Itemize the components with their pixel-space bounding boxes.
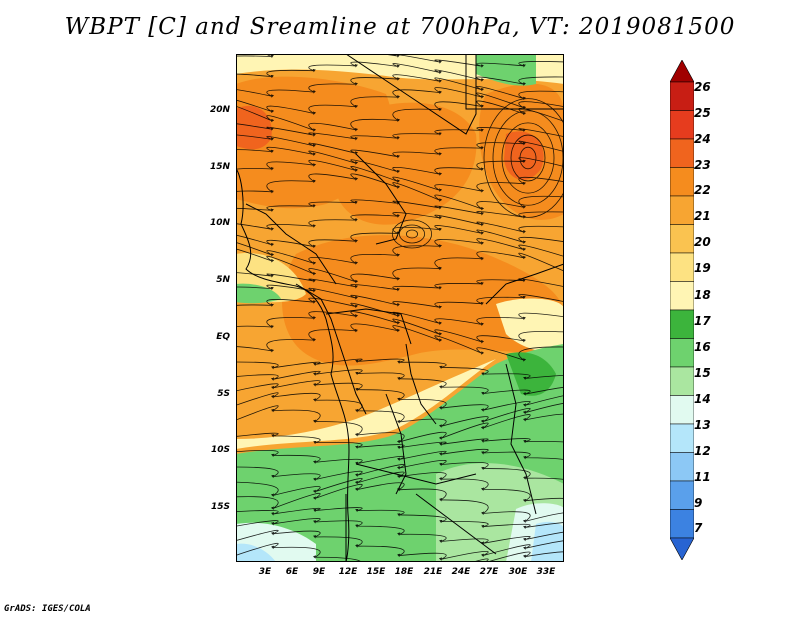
eddy-streamline (391, 219, 432, 249)
streamline (236, 100, 564, 132)
lat-label: 5S (217, 389, 230, 399)
lat-label: 15N (209, 162, 230, 172)
streamline (236, 74, 564, 101)
colorbar-cell (670, 338, 694, 368)
coastline (236, 168, 350, 562)
colorbar-cell (670, 110, 694, 140)
colorbar-label: 19 (694, 261, 711, 275)
colorbar-cell (670, 252, 694, 282)
vortex-streamline (483, 98, 564, 218)
lon-label: 24E (451, 567, 471, 577)
lat-label: 15S (210, 502, 230, 512)
west-green (236, 283, 281, 304)
colorbar-label: 20 (694, 235, 711, 249)
lon-label: 33E (536, 567, 556, 577)
streamline (236, 238, 564, 265)
lon-label: 15E (366, 567, 386, 577)
colorbar (670, 60, 694, 560)
colorbar-cell (670, 138, 694, 168)
colorbar-label: 14 (694, 392, 711, 406)
vortex-streamline (519, 146, 537, 170)
lon-label: 30E (508, 567, 528, 577)
colorbar-label: 9 (694, 496, 703, 510)
colorbar-cell (670, 81, 694, 111)
lon-label: 12E (338, 567, 358, 577)
vortex-streamline (501, 122, 555, 194)
streamline (236, 199, 564, 219)
colorbar-label: 16 (694, 340, 711, 354)
colorbar-label: 26 (694, 80, 711, 94)
map-panel (236, 54, 564, 562)
colorbar-label: 18 (694, 288, 711, 302)
colorbar-cell (670, 537, 694, 560)
lon-label: 18E (394, 567, 414, 577)
colorbar-cell (670, 167, 694, 197)
colorbar-cell (670, 224, 694, 254)
country-boundaries (245, 54, 564, 562)
lon-label: 21E (423, 567, 443, 577)
lat-label: EQ (216, 332, 230, 342)
lon-label: 27E (479, 567, 499, 577)
map-title: WBPT [C] and Sreamline at 700hPa, VT: 20… (64, 14, 736, 40)
southeast-blue (531, 521, 564, 562)
streamline (236, 542, 564, 562)
streamline (236, 358, 564, 381)
colorbar-label: 23 (694, 158, 711, 172)
colorbar-cell (670, 395, 694, 425)
colorbar-cell (670, 480, 694, 510)
colorbar-cell (670, 509, 694, 539)
colorbar-cell (670, 309, 694, 339)
colorbar-label: 21 (694, 209, 711, 223)
vortex-streamline (510, 134, 546, 182)
colorbar-label: 25 (694, 106, 711, 120)
lat-label: 20N (209, 105, 230, 115)
colorbar-cell (670, 452, 694, 482)
map-frame (236, 54, 564, 562)
eddy-streamline (398, 224, 425, 244)
credit-text: GrADS: IGES/COLA (4, 604, 91, 614)
streamline (236, 323, 564, 362)
lon-label: 3E (258, 567, 272, 577)
colorbar-label: 17 (694, 314, 711, 328)
lon-label: 6E (285, 567, 299, 577)
streamline (236, 369, 564, 396)
colorbar-cell (670, 195, 694, 225)
streamline (236, 212, 564, 234)
streamline (236, 448, 564, 466)
lat-label: 10S (210, 445, 230, 455)
streamline (236, 482, 564, 523)
lon-label: 9E (312, 567, 326, 577)
lat-label: 5N (216, 275, 230, 285)
streamline (236, 54, 564, 68)
colorbar-label: 12 (694, 444, 711, 458)
colorbar-label: 15 (694, 366, 711, 380)
colorbar-cell (670, 366, 694, 396)
colorbar-cell (670, 60, 694, 83)
streamline (236, 87, 564, 115)
colorbar-cell (670, 423, 694, 453)
eddy-streamline (405, 229, 418, 239)
colorbar-label: 22 (694, 183, 711, 197)
colorbar-cell (670, 281, 694, 311)
lat-label: 10N (209, 218, 230, 228)
colorbar-label: 11 (694, 470, 711, 484)
colorbar-label: 24 (694, 132, 711, 146)
streamline (236, 432, 564, 450)
southwest-blue (236, 543, 276, 562)
colorbar-label: 7 (694, 521, 703, 535)
streamline (236, 507, 564, 530)
colorbar-label: 13 (694, 418, 711, 432)
streamlines (236, 54, 564, 562)
streamline (236, 459, 564, 482)
